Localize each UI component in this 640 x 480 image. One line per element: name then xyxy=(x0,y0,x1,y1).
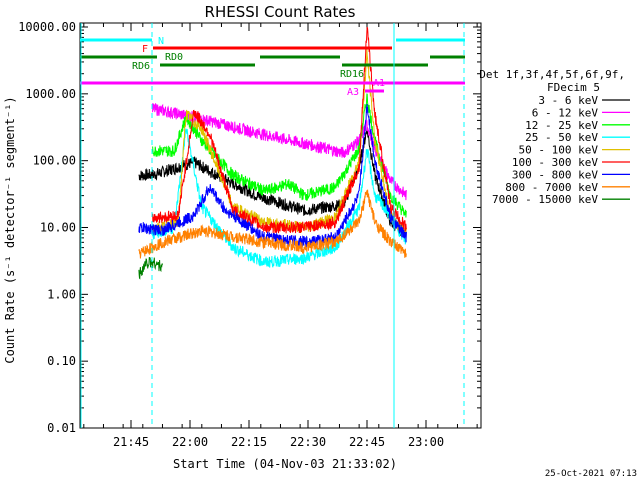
series-line-2 xyxy=(152,93,407,218)
y-tick-label: 0.10 xyxy=(47,354,76,368)
y-axis-label: Count Rate (s⁻¹ detector⁻¹ segment⁻¹) xyxy=(3,96,17,363)
legend: Det 1f,3f,4f,5f,6f,9f,FDecim 53 - 6 keV6… xyxy=(479,68,630,206)
y-tick-label: 10000.00 xyxy=(18,20,76,34)
annotation-rd16: RD16 xyxy=(340,69,364,80)
series-line-0 xyxy=(138,127,407,240)
legend-entry-label: 12 - 25 keV xyxy=(525,119,598,132)
legend-entry-label: 300 - 800 keV xyxy=(512,168,598,181)
x-tick-label: 21:45 xyxy=(113,435,149,449)
legend-entry-label: 800 - 7000 keV xyxy=(505,181,598,194)
x-tick-label: 23:00 xyxy=(408,435,444,449)
x-tick-label: 22:00 xyxy=(172,435,208,449)
legend-entry-label: 7000 - 15000 keV xyxy=(492,193,598,206)
annotation-f: F xyxy=(142,44,148,55)
legend-entry-label: 100 - 300 keV xyxy=(512,156,598,169)
legend-header-detectors: Det 1f,3f,4f,5f,6f,9f, xyxy=(479,68,625,81)
x-tick-label: 22:15 xyxy=(231,435,267,449)
series-line-8 xyxy=(138,257,163,280)
x-tick-label: 22:30 xyxy=(290,435,326,449)
annotation-rd6: RD6 xyxy=(132,61,150,72)
legend-entry-label: 6 - 12 keV xyxy=(532,106,599,119)
y-tick-label: 1.00 xyxy=(47,287,76,301)
axes: 10000.00 1000.00 100.00 10.00 1.00 0.10 0.01 21… xyxy=(18,20,482,449)
series-line-3 xyxy=(152,128,407,268)
chart-title: RHESSI Count Rates xyxy=(205,3,356,21)
series-line-5 xyxy=(152,26,407,234)
overlay-markers: NF RD0 RD6 RD16 A1 A3 xyxy=(80,23,465,428)
series-line-4 xyxy=(152,49,407,236)
curves xyxy=(138,26,407,280)
legend-header-decim: FDecim 5 xyxy=(547,81,600,94)
y-tick-label: 1000.00 xyxy=(25,87,76,101)
legend-entry-label: 3 - 6 keV xyxy=(538,94,598,107)
series-line-7 xyxy=(138,189,407,259)
x-tick-label: 22:45 xyxy=(349,435,385,449)
x-axis-label: Start Time (04-Nov-03 21:33:02) xyxy=(173,457,397,471)
legend-entry-label: 25 - 50 keV xyxy=(525,131,598,144)
y-tick-label: 100.00 xyxy=(33,154,76,168)
annotation-rd0: RD0 xyxy=(165,52,183,63)
annotation-a1: A1 xyxy=(373,78,385,89)
legend-entry-label: 50 - 100 keV xyxy=(519,144,599,157)
annotation-n: N xyxy=(158,36,164,47)
annotation-a3: A3 xyxy=(347,87,359,98)
footer-timestamp: 25-Oct-2021 07:13 xyxy=(545,469,637,479)
y-tick-label: 0.01 xyxy=(47,421,76,435)
y-tick-label: 10.00 xyxy=(40,221,76,235)
